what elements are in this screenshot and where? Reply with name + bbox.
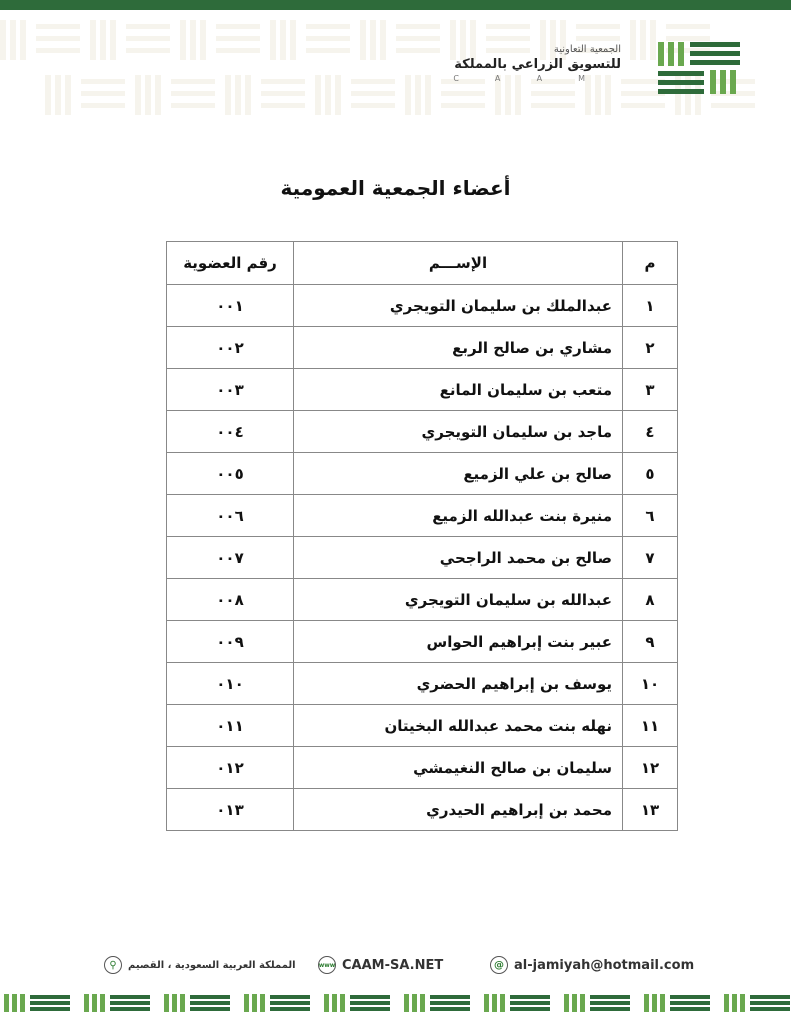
- email-link[interactable]: al-jamiyah@hotmail.com: [514, 957, 695, 973]
- organization-name: الجمعية التعاونية للتسويق الزراعي بالممل…: [453, 44, 621, 83]
- org-line2: للتسويق الزراعي بالمملكة: [454, 57, 621, 72]
- location-text: المملكة العربية السعودية ، القصيم: [128, 959, 296, 971]
- table-row: ٦ منيرة بنت عبدالله الزميع ٠٠٦: [166, 494, 678, 537]
- cell-index: ٧: [622, 536, 678, 579]
- cell-membership: ٠١١: [166, 704, 294, 747]
- cell-name: صالح بن محمد الراجحي: [293, 536, 623, 579]
- members-table: م الإســـم رقم العضوية ١ عبدالملك بن سليم…: [166, 241, 678, 831]
- cell-index: ٥: [622, 452, 678, 495]
- cell-name: متعب بن سليمان المانع: [293, 368, 623, 411]
- location-pin-icon: ⚲: [104, 956, 122, 974]
- header-membership: رقم العضوية: [166, 241, 294, 285]
- table-header-row: م الإســـم رقم العضوية: [166, 241, 678, 285]
- cell-name: سليمان بن صالح النغيمشي: [293, 746, 623, 789]
- cell-name: مشاري بن صالح الربع: [293, 326, 623, 369]
- footer-pattern: [4, 994, 790, 1012]
- cell-name: صالح بن علي الزميع: [293, 452, 623, 495]
- table-row: ٨ عبدالله بن سليمان التويجري ٠٠٨: [166, 578, 678, 621]
- cell-index: ٣: [622, 368, 678, 411]
- cell-name: نهله بنت محمد عبدالله البخيتان: [293, 704, 623, 747]
- table-row: ١١ نهله بنت محمد عبدالله البخيتان ٠١١: [166, 704, 678, 747]
- cell-name: عبير بنت إبراهيم الحواس: [293, 620, 623, 663]
- footer-email[interactable]: @ al-jamiyah@hotmail.com: [490, 956, 694, 974]
- header-name: الإســـم: [293, 241, 623, 285]
- cell-index: ٤: [622, 410, 678, 453]
- page-title: أعضاء الجمعية العمومية: [280, 176, 511, 200]
- table-row: ١٢ سليمان بن صالح النغيمشي ٠١٢: [166, 746, 678, 789]
- cell-name: محمد بن إبراهيم الحيدري: [293, 788, 623, 831]
- cell-name: عبدالملك بن سليمان التويجري: [293, 284, 623, 327]
- header-background-pattern: [0, 20, 755, 115]
- cell-name: عبدالله بن سليمان التويجري: [293, 578, 623, 621]
- cell-membership: ٠٠٣: [166, 368, 294, 411]
- cell-index: ٨: [622, 578, 678, 621]
- at-icon: @: [490, 956, 508, 974]
- www-icon: www: [318, 956, 336, 974]
- cell-name: يوسف بن إبراهيم الحضري: [293, 662, 623, 705]
- header-bar: [0, 0, 791, 10]
- cell-membership: ٠٠٦: [166, 494, 294, 537]
- cell-index: ٩: [622, 620, 678, 663]
- caam-logo: [658, 42, 740, 94]
- cell-membership: ٠٠١: [166, 284, 294, 327]
- cell-membership: ٠١٣: [166, 788, 294, 831]
- cell-name: منيرة بنت عبدالله الزميع: [293, 494, 623, 537]
- table-row: ١٣ محمد بن إبراهيم الحيدري ٠١٣: [166, 788, 678, 831]
- cell-membership: ٠٠٥: [166, 452, 294, 495]
- table-row: ١ عبدالملك بن سليمان التويجري ٠٠١: [166, 284, 678, 327]
- cell-index: ١٠: [622, 662, 678, 705]
- cell-membership: ٠١٠: [166, 662, 294, 705]
- table-row: ٤ ماجد بن سليمان التويجري ٠٠٤: [166, 410, 678, 453]
- cell-index: ١١: [622, 704, 678, 747]
- cell-membership: ٠٠٩: [166, 620, 294, 663]
- cell-name: ماجد بن سليمان التويجري: [293, 410, 623, 453]
- footer-contacts: ⚲ المملكة العربية السعودية ، القصيم www …: [0, 950, 791, 980]
- table-row: ٥ صالح بن علي الزميع ٠٠٥: [166, 452, 678, 495]
- cell-index: ١٢: [622, 746, 678, 789]
- cell-membership: ٠٠٤: [166, 410, 294, 453]
- cell-membership: ٠٠٨: [166, 578, 294, 621]
- cell-index: ١: [622, 284, 678, 327]
- cell-index: ١٣: [622, 788, 678, 831]
- footer-website[interactable]: www CAAM-SA.NET: [318, 956, 443, 974]
- table-row: ٧ صالح بن محمد الراجحي ٠٠٧: [166, 536, 678, 579]
- cell-membership: ٠١٢: [166, 746, 294, 789]
- table-row: ١٠ يوسف بن إبراهيم الحضري ٠١٠: [166, 662, 678, 705]
- cell-membership: ٠٠٢: [166, 326, 294, 369]
- cell-membership: ٠٠٧: [166, 536, 294, 579]
- table-row: ٢ مشاري بن صالح الربع ٠٠٢: [166, 326, 678, 369]
- org-line1: الجمعية التعاونية: [553, 44, 621, 55]
- cell-index: ٦: [622, 494, 678, 537]
- org-abbr: CAAM: [453, 74, 621, 83]
- table-row: ٩ عبير بنت إبراهيم الحواس ٠٠٩: [166, 620, 678, 663]
- website-link[interactable]: CAAM-SA.NET: [342, 957, 444, 973]
- footer-location: ⚲ المملكة العربية السعودية ، القصيم: [104, 956, 296, 974]
- header-index: م: [622, 241, 678, 285]
- cell-index: ٢: [622, 326, 678, 369]
- table-row: ٣ متعب بن سليمان المانع ٠٠٣: [166, 368, 678, 411]
